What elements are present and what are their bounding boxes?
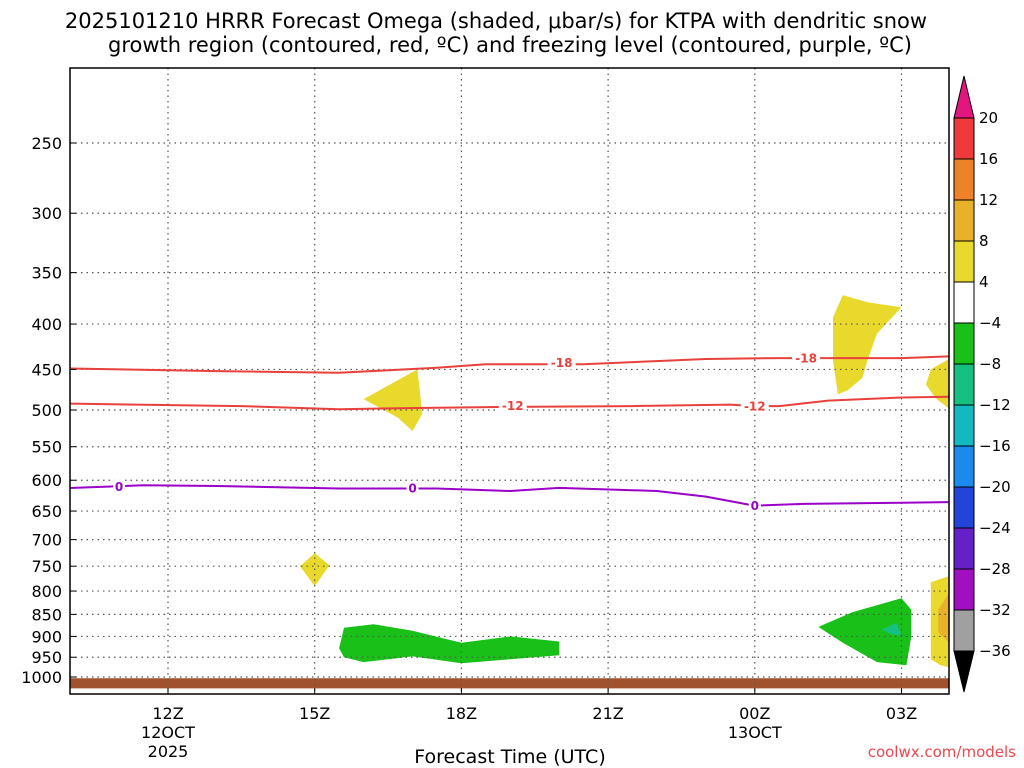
x-tick-label-00Z-1: 13OCT	[728, 723, 782, 742]
y-tick-label-250: 250	[31, 134, 62, 153]
y-tick-label-950: 950	[31, 648, 62, 667]
colorbar-band-12	[953, 609, 975, 652]
colorbar-label-7: −12	[979, 396, 1011, 414]
y-tick-label-300: 300	[31, 204, 62, 223]
colorbar-band-1	[953, 158, 975, 201]
dgz-minus-12-label: -12	[744, 400, 766, 414]
y-tick-label-550: 550	[31, 438, 62, 457]
y-tick-label-650: 650	[31, 502, 62, 521]
dgz-minus-18-label: -18	[795, 352, 817, 366]
y-tick-label-350: 350	[31, 264, 62, 283]
y-tick-label-750: 750	[31, 557, 62, 576]
dgz-minus-12-label-bg	[498, 398, 527, 413]
colorbar-bottom-triangle	[953, 650, 975, 693]
colorbar-band-4	[953, 281, 975, 324]
x-tick-label-12Z-2: 2025	[148, 742, 189, 761]
x-tick-label-12Z-0: 12Z	[152, 704, 183, 723]
colorbar-band-3	[953, 240, 975, 283]
upward-omega-4-8	[925, 359, 949, 409]
colorbar-label-8: −16	[979, 437, 1011, 455]
colorbar-label-5: −4	[979, 314, 1001, 332]
colorbar-band-11	[953, 568, 975, 611]
x-axis-label: Forecast Time (UTC)	[414, 746, 605, 768]
colorbar-label-6: −8	[979, 355, 1001, 373]
contour-layer	[70, 355, 949, 507]
y-tick-label-850: 850	[31, 605, 62, 624]
colorbar: 20 16 12 8 4 −4 −8 −12 −16 −20 −24 −28 −32 −36	[953, 75, 1011, 693]
grid-layer	[70, 68, 949, 694]
colorbar-label-12: −32	[979, 601, 1011, 619]
x-tick-label-15Z-0: 15Z	[299, 704, 330, 723]
y-tick-label-600: 600	[31, 471, 62, 490]
chart-title-line1: 2025101210 HRRR Forecast Omega (shaded, …	[65, 9, 927, 33]
dgz-minus-18	[70, 355, 949, 374]
x-tick-label-12Z-1: 12OCT	[141, 723, 195, 742]
y-axis: 250 300 350 400 450 500 550 600 650 700 750 800 850 9…	[21, 134, 76, 687]
colorbar-band-5	[953, 322, 975, 365]
colorbar-label-1: 16	[979, 150, 998, 168]
dgz-minus-18-label: -18	[551, 356, 573, 370]
colorbar-band-10	[953, 527, 975, 570]
credit-text: coolwx.com/models	[868, 743, 1016, 761]
colorbar-band-0	[953, 117, 975, 160]
x-tick-label-21Z-0: 21Z	[592, 704, 623, 723]
freezing-level-0-label: 0	[408, 481, 416, 495]
y-tick-label-400: 400	[31, 315, 62, 334]
upward-omega-4-8	[363, 369, 423, 431]
downward-omega-minus4-minus8	[339, 624, 560, 664]
dgz-minus-18-label-bg	[792, 351, 821, 366]
colorbar-label-9: −20	[979, 478, 1011, 496]
upward-omega-4-8	[833, 295, 902, 395]
contour-label-layer: -18 -18 -12 -12 0 0 0	[113, 351, 821, 513]
y-tick-label-1000: 1000	[21, 668, 62, 687]
colorbar-label-2: 12	[979, 191, 998, 209]
freezing-level-0-label: 0	[751, 499, 759, 513]
freezing-level-0-label: 0	[115, 480, 123, 494]
colorbar-band-7	[953, 404, 975, 447]
colorbar-label-10: −24	[979, 519, 1011, 537]
freezing-level-0-label-bg	[406, 480, 419, 495]
y-tick-label-900: 900	[31, 627, 62, 646]
x-tick-label-03Z-0: 03Z	[886, 704, 917, 723]
x-tick-label-00Z-0: 00Z	[739, 704, 770, 723]
freezing-level-0-label-bg	[113, 479, 126, 494]
colorbar-band-8	[953, 445, 975, 488]
dgz-minus-18-label-bg	[547, 355, 576, 370]
freezing-level-0-label-bg	[748, 498, 761, 513]
colorbar-label-0: 20	[979, 109, 998, 127]
plot-frame	[69, 67, 950, 695]
x-tick-label-18Z-0: 18Z	[446, 704, 477, 723]
colorbar-label-11: −28	[979, 560, 1011, 578]
colorbar-label-3: 8	[979, 232, 989, 250]
colorbar-top-triangle	[953, 75, 975, 119]
downward-omega-minus4-minus8	[818, 598, 912, 666]
dgz-minus-12	[70, 395, 949, 411]
y-tick-label-800: 800	[31, 582, 62, 601]
freezing-level-0	[70, 484, 949, 507]
surface-below-ground	[70, 678, 949, 689]
downward-omega-minus8-minus12	[881, 622, 902, 636]
colorbar-label-13: −36	[979, 642, 1011, 660]
y-tick-label-450: 450	[31, 360, 62, 379]
dgz-minus-12-label-bg	[740, 399, 769, 414]
colorbar-band-2	[953, 199, 975, 242]
shaded-layer	[70, 295, 949, 689]
dgz-minus-12-label: -12	[502, 399, 524, 413]
colorbar-band-6	[953, 363, 975, 406]
upward-omega-8-12	[938, 593, 949, 643]
colorbar-label-4: 4	[979, 273, 989, 291]
colorbar-band-9	[953, 486, 975, 529]
y-tick-label-700: 700	[31, 531, 62, 550]
chart-title-line2: growth region (contoured, red, ºC) and f…	[108, 33, 912, 57]
y-tick-label-500: 500	[31, 401, 62, 420]
